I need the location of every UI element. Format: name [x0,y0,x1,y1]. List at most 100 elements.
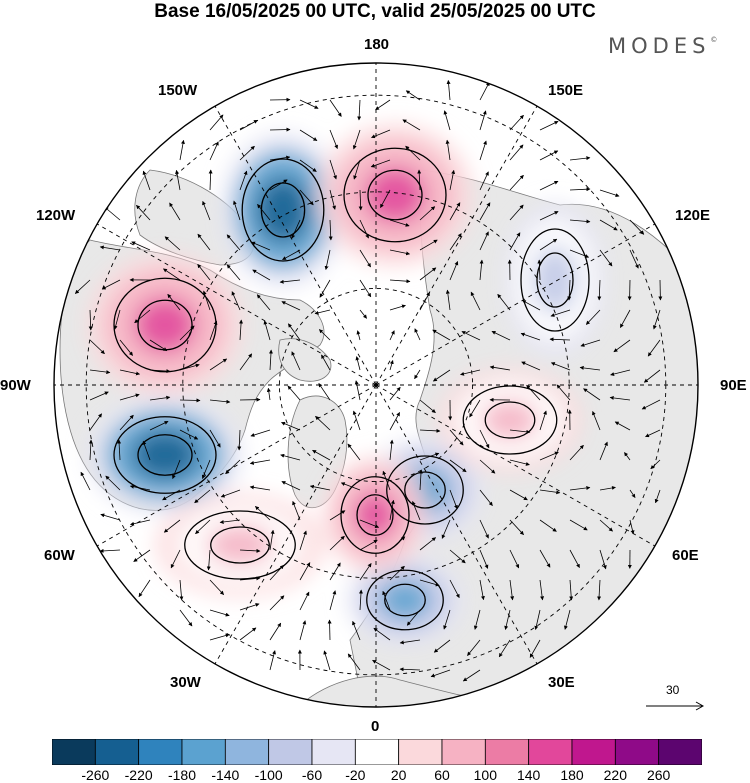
wind-vector [537,259,542,281]
wind-vector [479,140,487,161]
wind-vector [282,249,301,261]
colorbar-tick-label: -60 [301,767,323,783]
wind-vector [329,562,341,581]
wind-vector [569,187,591,192]
wind-vector [99,245,121,251]
brand-mark: © [710,36,718,44]
wind-vector [167,293,181,311]
wind-vector [569,219,591,224]
wind-vector [233,200,241,221]
wind-vector [405,145,421,161]
wind-vector [372,659,391,671]
colorbar-swatch [181,739,226,765]
wind-vector [460,369,481,376]
lon-label-120w: 120W [36,207,76,224]
wind-vector [329,129,338,150]
wind-vector [599,549,607,570]
wind-vector [269,529,275,551]
wind-vector [645,429,661,438]
wind-vector [329,159,337,180]
wind-vector [585,309,601,325]
wind-vector [319,279,331,298]
streamline [260,182,306,238]
wind-vector [358,589,363,611]
wind-vector [359,539,378,551]
wind-vector [389,304,406,311]
wind-vector [309,484,331,491]
wind-vector [619,309,631,328]
wind-vector [170,549,181,569]
wind-vector [324,249,331,271]
wind-vector [371,129,391,139]
negative-anomaly-core [256,177,310,243]
wind-vector [197,263,211,281]
wind-vector [113,309,121,330]
wind-vector [359,249,371,268]
wind-vector [521,361,541,371]
wind-vector [329,510,346,521]
wind-vector [449,261,459,281]
wind-vector [226,234,241,251]
wind-vector [269,155,291,161]
colorbar-tick-label: 140 [516,767,541,783]
wind-vector [375,99,391,111]
colorbar-tick-label: 20 [390,767,407,783]
wind-vector [251,241,271,251]
wind-vector [315,415,331,431]
wind-vector [281,421,301,431]
colorbar-tick-label: -260 [81,767,110,783]
wind-vector [509,232,521,251]
colorbar-swatch [268,739,313,765]
wind-vector [479,202,491,221]
wind-vector [414,328,421,341]
meridian-line [375,105,538,386]
wind-vector [583,388,601,401]
wind-vector [299,99,319,109]
colorbar-swatch [224,739,270,765]
wind-vector [323,650,331,671]
wind-vector [355,356,361,371]
colorbar-tick-label: -100 [254,767,283,783]
wind-vector [89,339,105,355]
wind-vector [550,309,571,317]
colorbar-swatch [138,739,183,765]
wind-vector [162,489,181,501]
wind-vector [163,519,181,533]
wind-vector [209,141,219,161]
wind-vector [641,399,661,410]
wind-vector [643,369,661,383]
wind-vector [239,319,244,341]
wind-vector [299,129,318,141]
wind-vector [449,233,462,251]
wind-vector [179,429,199,440]
wind-vector [352,129,361,150]
wind-vector [610,369,631,376]
wind-vector [100,513,121,521]
negative-anomaly-core [380,580,430,620]
wind-vector [291,219,301,239]
wind-vector [226,264,241,281]
wind-vector [299,620,307,641]
wind-vector [220,489,241,498]
streamline [137,434,193,476]
wind-vector [509,429,531,434]
wind-vector [597,279,602,301]
wind-vector [479,549,489,569]
wind-vector [142,170,151,191]
streamline [536,252,574,308]
wind-vector [509,489,528,501]
wind-vector [629,249,639,269]
wind-vector [219,519,241,524]
wind-vector [449,169,456,191]
wind-vector [209,579,225,595]
wind-vector [194,489,211,504]
wind-vector [197,233,211,251]
wind-vector [449,579,460,599]
wind-vector [449,549,466,564]
wind-vector [414,369,421,380]
wind-vector [469,399,481,418]
wind-vector [479,81,490,101]
streamline [520,228,590,332]
wind-vector [419,452,440,461]
wind-vector [119,414,134,431]
